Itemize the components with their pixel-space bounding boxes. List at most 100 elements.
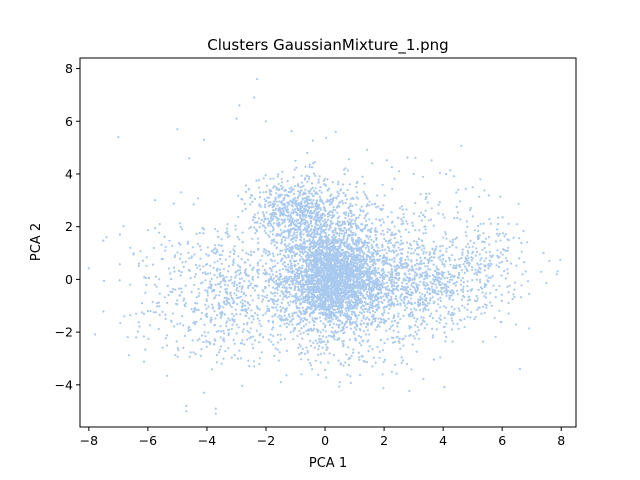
data-point (395, 265, 398, 268)
data-point (328, 293, 331, 296)
data-point (377, 278, 380, 282)
data-point (325, 266, 328, 269)
data-point (358, 300, 361, 303)
data-point (353, 298, 356, 301)
data-point (326, 247, 329, 250)
data-point (347, 283, 350, 286)
data-point (387, 317, 390, 320)
data-point (441, 213, 445, 216)
data-point (296, 285, 299, 289)
data-point (482, 305, 485, 308)
data-point (338, 232, 341, 235)
data-point (320, 300, 324, 303)
data-point (418, 229, 421, 232)
data-point (258, 225, 261, 229)
data-point (423, 278, 426, 281)
data-point (313, 282, 316, 285)
data-point (273, 244, 276, 247)
data-point (442, 253, 445, 256)
data-point (391, 244, 395, 247)
data-point (280, 282, 283, 285)
data-point (306, 295, 309, 299)
data-point (322, 202, 325, 205)
data-point (454, 284, 457, 287)
data-point (253, 226, 256, 229)
data-point (350, 286, 353, 289)
data-point (297, 266, 300, 270)
data-point (477, 229, 480, 233)
data-point (302, 260, 305, 263)
data-point (236, 236, 239, 239)
data-point (330, 221, 333, 224)
data-point (369, 292, 372, 295)
data-point (278, 221, 281, 224)
data-point (323, 293, 326, 296)
data-point (312, 303, 315, 306)
data-point (334, 292, 337, 295)
data-point (435, 320, 438, 323)
data-point (249, 294, 252, 297)
data-point (315, 211, 319, 214)
data-point (309, 219, 313, 222)
data-point (404, 279, 407, 282)
data-point (360, 319, 363, 322)
data-point (461, 251, 464, 254)
data-point (269, 213, 272, 216)
data-point (349, 301, 352, 304)
data-point (441, 274, 444, 277)
data-point (352, 272, 355, 275)
data-point (305, 261, 308, 264)
data-point (345, 211, 348, 214)
data-point (292, 192, 296, 195)
data-points (87, 78, 562, 415)
data-point (257, 241, 260, 244)
data-point (427, 308, 430, 311)
data-point (307, 230, 310, 233)
data-point (282, 212, 285, 215)
data-point (299, 283, 303, 286)
data-point (289, 320, 292, 323)
data-point (302, 228, 305, 231)
data-point (291, 271, 294, 274)
data-point (463, 271, 466, 274)
data-point (372, 255, 375, 258)
data-point (270, 242, 273, 245)
data-point (383, 322, 386, 325)
data-point (350, 210, 353, 213)
data-point (278, 269, 281, 272)
data-point (193, 283, 196, 287)
data-point (339, 188, 343, 191)
data-point (411, 343, 414, 346)
data-point (307, 329, 310, 332)
data-point (297, 184, 300, 187)
data-point (220, 262, 223, 265)
data-point (279, 201, 282, 204)
data-point (290, 277, 293, 280)
data-point (291, 312, 294, 315)
data-point (419, 299, 422, 302)
data-point (325, 245, 328, 248)
data-point (338, 221, 341, 224)
data-point (319, 271, 322, 274)
data-point (315, 260, 318, 263)
data-point (359, 323, 362, 326)
data-point (328, 228, 331, 231)
data-point (295, 236, 299, 239)
data-point (414, 288, 417, 291)
data-point (255, 305, 258, 308)
data-point (334, 254, 337, 257)
data-point (310, 293, 313, 296)
data-point (333, 288, 336, 291)
data-point (404, 258, 407, 262)
data-point (355, 314, 358, 318)
data-point (280, 181, 284, 184)
data-point (425, 304, 428, 307)
data-point (414, 324, 417, 327)
data-point (279, 294, 282, 297)
data-point (452, 292, 455, 295)
data-point (303, 290, 306, 294)
data-point (252, 216, 255, 219)
data-point (295, 166, 298, 169)
data-point (402, 277, 405, 280)
data-point (280, 238, 283, 241)
